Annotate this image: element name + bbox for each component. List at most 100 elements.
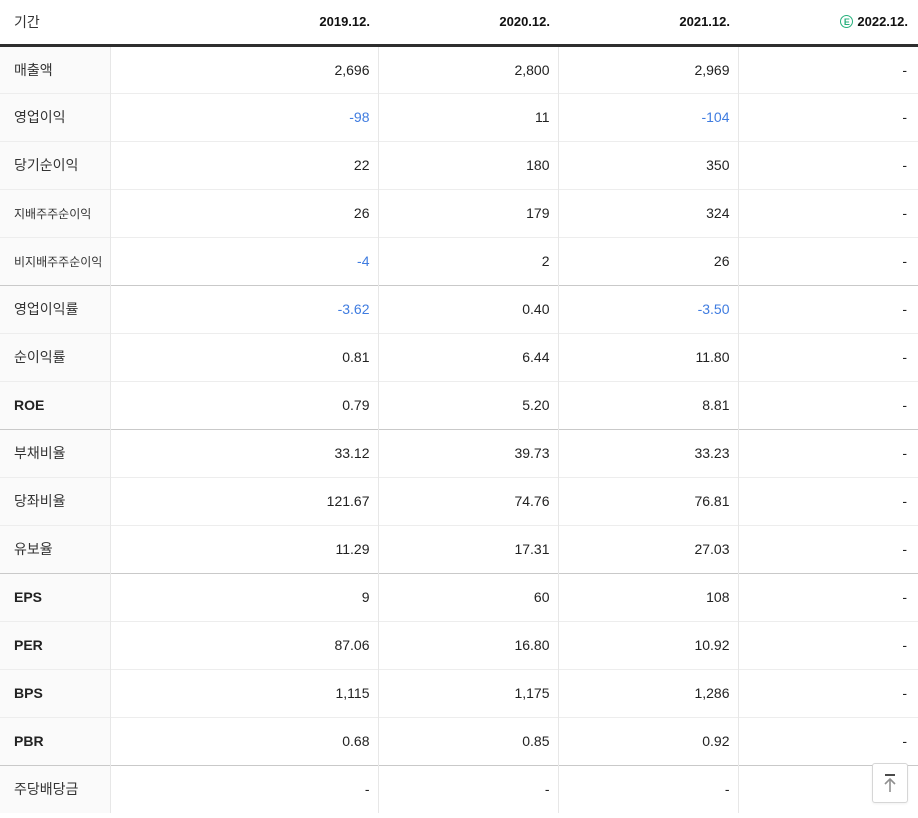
cell-value: -104 [558,92,739,141]
cell-value: - [738,476,918,525]
cell-value: 16.80 [378,620,559,669]
cell-value: 2,969 [558,45,739,93]
row-label: 영업이익률 [0,284,111,333]
cell-value: 2,800 [378,45,559,93]
row-label: 당기순이익 [0,140,111,189]
table-row-net-margin: 순이익률 0.81 6.44 11.80 - [0,332,918,381]
table-row-net-income: 당기순이익 22 180 350 - [0,140,918,189]
table-row-controlling-interest-income: 지배주주순이익 26 179 324 - [0,188,918,237]
row-label: 지배주주순이익 [0,188,111,237]
cell-value: - [738,668,918,717]
cell-value: 39.73 [378,428,559,477]
table-row-dividend-per-share: 주당배당금 - - - - [0,764,918,813]
row-label: BPS [0,668,111,717]
period-header: 기간 [0,0,110,47]
table-row-non-controlling-interest-income: 비지배주주순이익 -4 2 26 - [0,236,918,285]
cell-value: - [738,572,918,621]
cell-value: -98 [110,92,379,141]
cell-value: 2 [378,236,559,285]
year-column-header-2020: 2020.12. [378,0,558,47]
table-row-bps: BPS 1,115 1,175 1,286 - [0,668,918,717]
cell-value: 17.31 [378,524,559,573]
cell-value: - [558,764,739,813]
table-row-debt-ratio: 부채비율 33.12 39.73 33.23 - [0,428,918,477]
table-row-revenue: 매출액 2,696 2,800 2,969 - [0,45,918,93]
row-label: EPS [0,572,111,621]
cell-value: - [738,524,918,573]
cell-value: 26 [558,236,739,285]
cell-value: - [738,188,918,237]
cell-value: 1,286 [558,668,739,717]
cell-value: 8.81 [558,380,739,429]
cell-value: -3.62 [110,284,379,333]
table-row-quick-ratio: 당좌비율 121.67 74.76 76.81 - [0,476,918,525]
table-row-retention-ratio: 유보율 11.29 17.31 27.03 - [0,524,918,573]
cell-value: 33.12 [110,428,379,477]
cell-value: 0.68 [110,716,379,765]
year-column-header-2019: 2019.12. [110,0,378,47]
cell-value: 0.79 [110,380,379,429]
cell-value: 76.81 [558,476,739,525]
table-row-pbr: PBR 0.68 0.85 0.92 - [0,716,918,765]
table-row-eps: EPS 9 60 108 - [0,572,918,621]
cell-value: 0.92 [558,716,739,765]
year-column-label: 2022.12. [857,14,908,30]
cell-value: - [738,620,918,669]
row-label: 유보율 [0,524,111,573]
cell-value: 180 [378,140,559,189]
cell-value: 0.81 [110,332,379,381]
cell-value: - [738,380,918,429]
row-label: 순이익률 [0,332,111,381]
cell-value: - [110,764,379,813]
cell-value: 33.23 [558,428,739,477]
cell-value: 60 [378,572,559,621]
cell-value: 11.80 [558,332,739,381]
cell-value: 108 [558,572,739,621]
year-column-header-2022-estimate: E 2022.12. [738,0,918,47]
year-column-header-2021: 2021.12. [558,0,738,47]
row-label: 비지배주주순이익 [0,236,111,285]
cell-value: 6.44 [378,332,559,381]
row-label: ROE [0,380,111,429]
cell-value: 0.40 [378,284,559,333]
row-label: 주당배당금 [0,764,111,813]
scroll-to-top-button[interactable] [872,763,908,803]
cell-value: 1,115 [110,668,379,717]
cell-value: 2,696 [110,45,379,93]
row-label: PER [0,620,111,669]
cell-value: 10.92 [558,620,739,669]
cell-value: 0.85 [378,716,559,765]
row-label: PBR [0,716,111,765]
cell-value: 350 [558,140,739,189]
cell-value: - [738,92,918,141]
table-row-per: PER 87.06 16.80 10.92 - [0,620,918,669]
cell-value: - [902,61,907,78]
row-label: 영업이익 [0,92,111,141]
cell-value: - [738,332,918,381]
cell-value: - [738,428,918,477]
cell-value: 11 [378,92,559,141]
cell-value: 87.06 [110,620,379,669]
cell-value: 121.67 [110,476,379,525]
row-label: 부채비율 [0,428,111,477]
table-row-operating-profit: 영업이익 -98 11 -104 - [0,92,918,141]
cell-value: 1,175 [378,668,559,717]
cell-value: - [738,716,918,765]
cell-value: 5.20 [378,380,559,429]
cell-value: - [738,236,918,285]
header-row: 기간 2019.12. 2020.12. 2021.12. E 2022.12. [0,0,918,47]
cell-value: 26 [110,188,379,237]
table-row-roe: ROE 0.79 5.20 8.81 - [0,380,918,429]
arrow-to-top-icon [884,774,896,792]
cell-value: - [738,284,918,333]
cell-value: 74.76 [378,476,559,525]
cell-value: - [378,764,559,813]
cell-value: -4 [110,236,379,285]
cell-value: -3.50 [558,284,739,333]
cell-value: 22 [110,140,379,189]
cell-value: 179 [378,188,559,237]
cell-value: 324 [558,188,739,237]
table-row-operating-margin: 영업이익률 -3.62 0.40 -3.50 - [0,284,918,333]
cell-value: 11.29 [110,524,379,573]
